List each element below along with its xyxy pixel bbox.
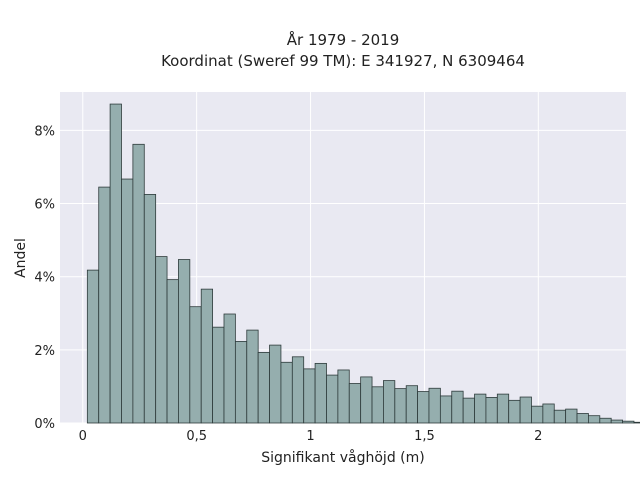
- histogram-bar: [98, 186, 111, 424]
- histogram-bar: [212, 326, 225, 424]
- histogram-bar: [166, 279, 179, 424]
- histogram-bar: [576, 413, 589, 424]
- histogram-bar: [234, 341, 248, 424]
- histogram-bar: [474, 393, 487, 424]
- histogram-bar: [314, 362, 327, 424]
- histogram-bar: [519, 396, 532, 424]
- histogram-bar: [428, 387, 441, 424]
- histogram-bar: [132, 143, 145, 424]
- histogram-bar: [223, 313, 236, 424]
- histogram-bar: [155, 256, 168, 424]
- y-tick-label: 2%: [34, 344, 55, 359]
- histogram-bar: [508, 399, 521, 424]
- tick-labels: 0 0,5 1 1,5 2 0% 2% 4% 6% 8%: [34, 124, 542, 444]
- histogram-bar: [269, 344, 282, 424]
- histogram-bar: [405, 385, 418, 424]
- histogram-bar: [257, 352, 270, 424]
- histogram-bar: [383, 380, 396, 424]
- histogram-bar: [178, 259, 191, 424]
- histogram-bar: [462, 397, 475, 424]
- histogram-bar: [348, 383, 362, 424]
- x-tick-label: 1,5: [414, 429, 435, 444]
- histogram-bar: [280, 361, 293, 424]
- histogram-bar: [121, 178, 134, 424]
- y-tick-label: 6%: [34, 198, 55, 213]
- x-tick-label: 0: [79, 429, 87, 444]
- y-axis-label: Andel: [13, 238, 29, 278]
- histogram-bar: [303, 368, 316, 424]
- histogram-bar: [246, 329, 259, 424]
- histogram-bar: [291, 356, 305, 424]
- histogram-bar: [633, 421, 640, 424]
- y-tick-label: 8%: [34, 124, 55, 139]
- histogram-bar: [496, 393, 510, 424]
- x-axis-label: Signifikant våghöjd (m): [261, 449, 424, 466]
- histogram-bar: [565, 408, 578, 424]
- histogram-bar: [109, 103, 122, 424]
- histogram-bar: [360, 376, 373, 424]
- y-tick-label: 4%: [34, 271, 55, 286]
- chart-title-line-2: Koordinat (Sweref 99 TM): E 341927, N 63…: [161, 52, 525, 70]
- y-tick-label: 0%: [34, 417, 55, 432]
- histogram-bar: [610, 419, 623, 424]
- histogram-bar: [542, 403, 555, 424]
- histogram-bar: [553, 409, 567, 424]
- histogram-bar: [371, 386, 384, 424]
- x-tick-label: 0,5: [186, 429, 207, 444]
- histogram-bar: [622, 420, 635, 424]
- histogram-bar: [531, 405, 544, 424]
- bars: [86, 103, 640, 424]
- histogram-bar: [599, 417, 612, 424]
- histogram-bar: [394, 388, 407, 424]
- histogram-bar: [337, 369, 350, 424]
- histogram-bar: [189, 306, 202, 424]
- histogram-bar: [200, 288, 214, 424]
- histogram-bar: [439, 395, 453, 424]
- histogram-bar: [417, 391, 430, 424]
- histogram-bar: [485, 396, 498, 424]
- histogram-bar: [326, 374, 339, 424]
- histogram-bar: [143, 194, 157, 424]
- x-tick-label: 2: [534, 429, 542, 444]
- x-tick-label: 1: [306, 429, 314, 444]
- histogram-bar: [451, 390, 464, 424]
- chart-title-line-1: År 1979 - 2019: [287, 30, 400, 49]
- histogram-bar: [588, 415, 601, 424]
- histogram-bar: [86, 269, 100, 424]
